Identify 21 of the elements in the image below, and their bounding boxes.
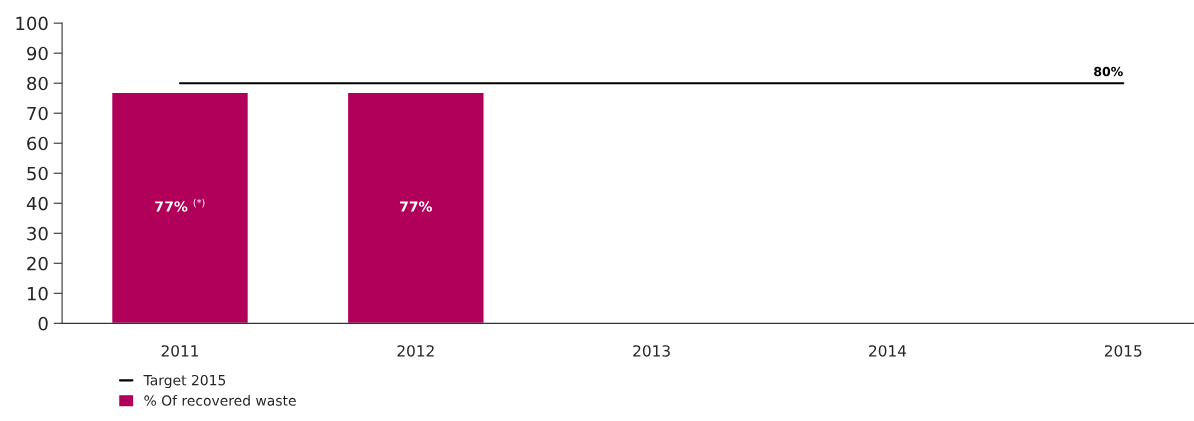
data-label: 80% xyxy=(1094,66,1123,77)
y-tick-label: 30 xyxy=(27,226,48,241)
y-tick-label: 60 xyxy=(27,136,48,151)
y-tick-label: 40 xyxy=(26,196,48,211)
y-tick-label: 10 xyxy=(27,286,48,301)
y-tick-label: 90 xyxy=(27,46,48,61)
x-tick-label: 2015 xyxy=(1104,345,1142,357)
data-label: 77% $^{(*)}$ xyxy=(155,198,205,212)
y-tick-label: 0 xyxy=(38,316,48,331)
y-tick-label: 80 xyxy=(27,76,48,91)
y-tick-label: 20 xyxy=(27,256,48,271)
x-tick-label: 2013 xyxy=(633,345,670,357)
data-label: 77% xyxy=(400,201,432,212)
x-tick-label: 2014 xyxy=(869,345,907,357)
y-tick-label: 70 xyxy=(27,106,48,121)
y-tick-label: 50 xyxy=(27,166,48,181)
x-tick-label: 2012 xyxy=(397,345,434,357)
legend-label: Target 2015 xyxy=(143,374,226,389)
x-tick-label: 2011 xyxy=(161,345,199,357)
y-tick-label: 100 xyxy=(16,16,48,31)
legend-label: % Of recovered waste xyxy=(144,395,296,406)
